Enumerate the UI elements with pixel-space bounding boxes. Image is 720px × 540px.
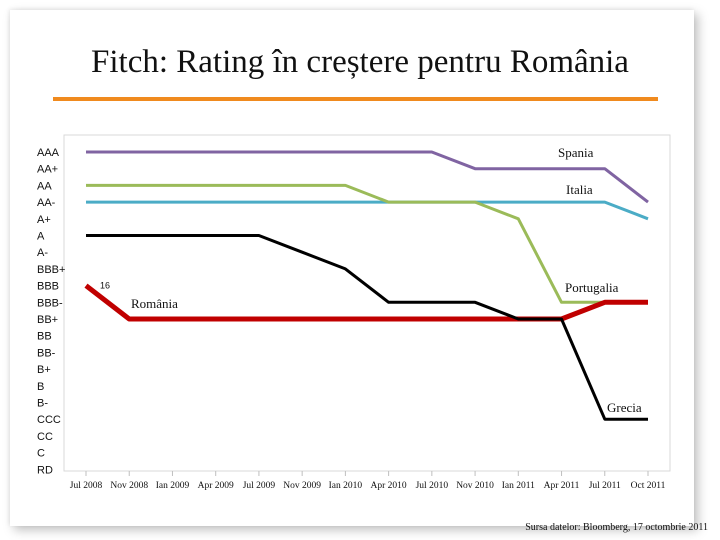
x-tick-label: Nov 2008 [110,481,148,491]
series-label-romania: România [131,296,178,311]
series-line-grecia [86,234,648,421]
x-tick-label: Jul 2010 [416,481,449,491]
y-tick-label: BBB [37,281,59,293]
title-rule [53,97,658,101]
y-tick-label: B [37,381,44,393]
y-tick-label: A+ [37,214,51,226]
y-tick-label: B+ [37,364,51,376]
x-tick-label: Apr 2011 [544,481,580,491]
y-tick-label: B- [37,398,48,410]
y-tick-label: CCC [37,414,61,426]
x-axis-ticks: Jul 2008 Nov 2008 Ian 2009 Apr 2009 Jul 2009… [70,471,666,491]
y-tick-label: BB [37,331,52,343]
x-tick-label: Nov 2010 [456,481,494,491]
x-tick-label: Apr 2010 [371,481,407,491]
source-note: Sursa datelor: Bloomberg, 17 octombrie 2… [525,522,708,533]
y-tick-label: AA [37,180,52,192]
y-tick-label: AA- [37,197,56,209]
y-tick-label: CC [37,431,53,443]
y-tick-label: C [37,448,45,460]
series-label-portugalia: Portugalia [565,280,619,295]
x-tick-label: Ian 2010 [329,481,363,491]
x-tick-label: Oct 2011 [631,481,666,491]
x-tick-label: Ian 2009 [156,481,190,491]
x-tick-label: Jul 2011 [589,481,621,491]
x-tick-label: Jul 2008 [70,481,103,491]
x-tick-label: Jul 2009 [243,481,276,491]
y-tick-label: RD [37,464,53,476]
y-tick-label: A- [37,247,48,259]
x-tick-label: Ian 2011 [502,481,535,491]
y-tick-label: AAA [37,147,60,159]
chart-annotation: 16 [100,281,110,291]
slide-title: Fitch: Rating în creștere pentru România [91,44,629,80]
y-tick-label: BBB+ [37,264,65,276]
y-tick-label: AA+ [37,164,58,176]
series-line-portugalia [86,183,648,304]
y-tick-label: BB+ [37,314,58,326]
y-axis-ticks: AAAAA+AAAA-A+AA-BBB+BBBBBB-BB+BBBB-B+BB-… [37,147,65,476]
series-line-spania [86,150,649,204]
series-label-grecia: Grecia [607,400,642,415]
series-labels: Spania Italia Portugalia România Grecia 16 [100,145,642,415]
y-tick-label: BB- [37,347,56,359]
series-label-spania: Spania [558,145,594,160]
y-tick-label: BBB- [37,297,63,309]
x-tick-label: Nov 2009 [283,481,321,491]
y-tick-label: A [37,231,45,243]
series-lines [84,150,649,421]
series-line-italia [86,200,649,221]
x-tick-label: Apr 2009 [198,481,234,491]
series-label-italia: Italia [566,182,593,197]
